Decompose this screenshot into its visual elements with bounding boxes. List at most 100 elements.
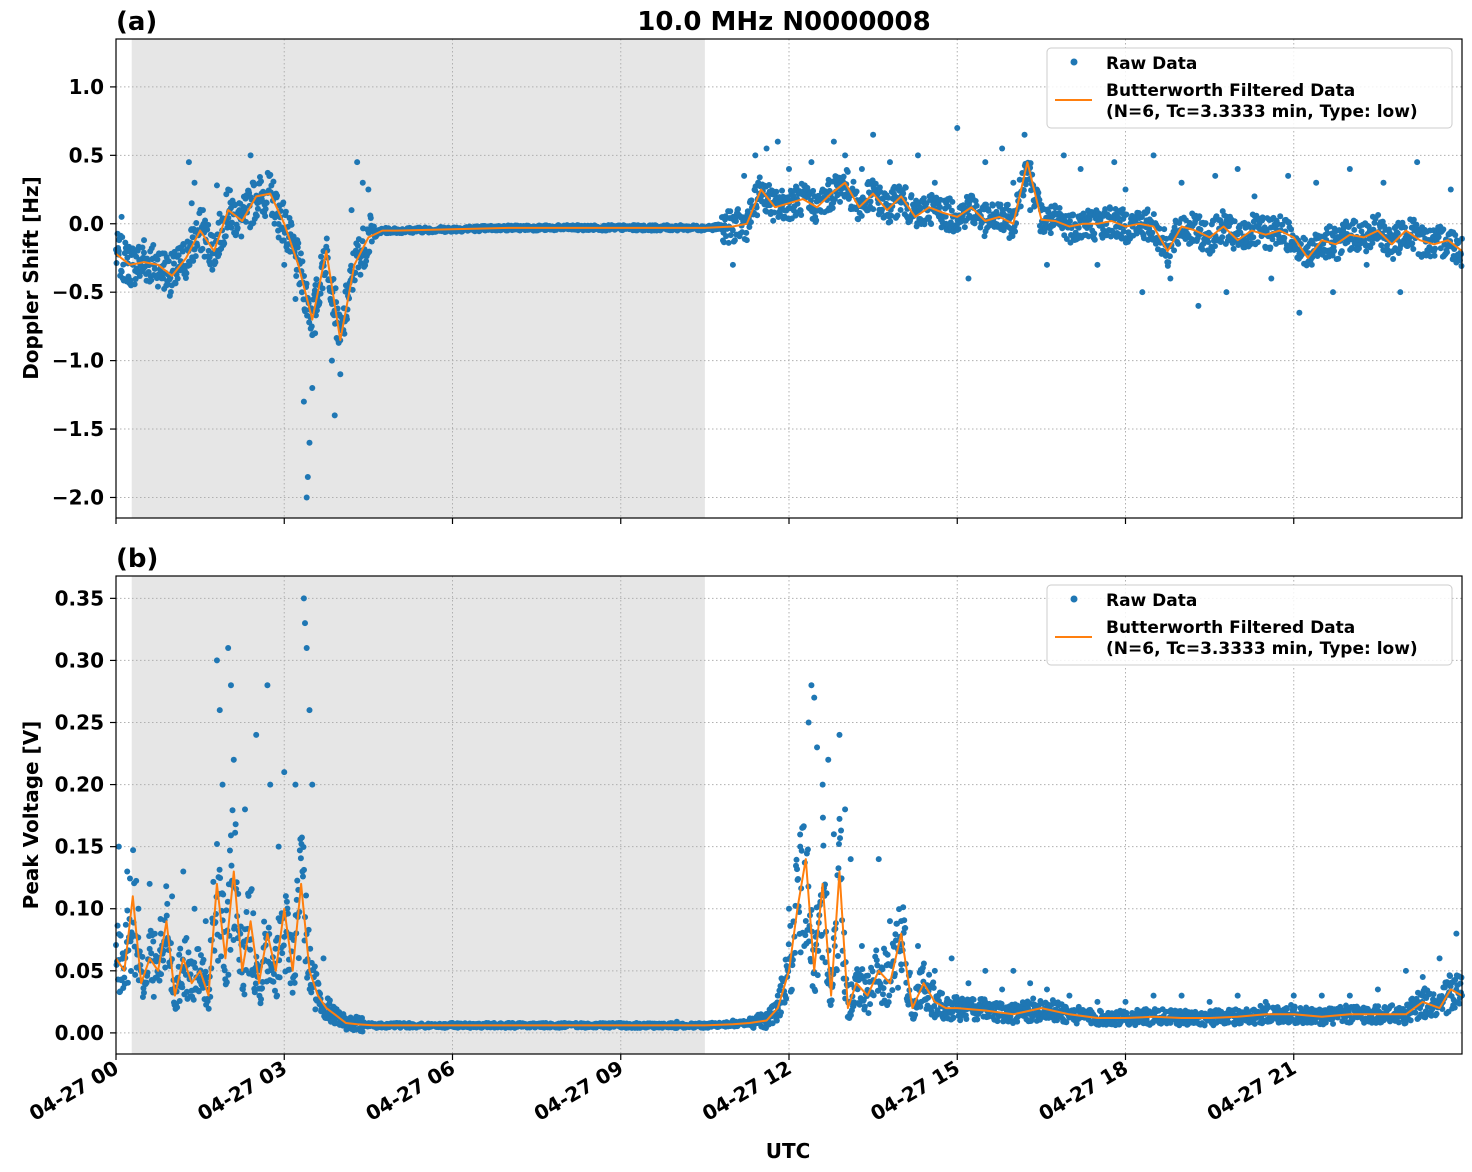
- raw-point: [163, 912, 170, 919]
- raw-point: [317, 290, 324, 297]
- raw-point: [1223, 289, 1230, 296]
- raw-point: [205, 1005, 212, 1012]
- raw-point: [748, 197, 755, 204]
- raw-point: [1122, 186, 1129, 193]
- raw-point: [1066, 218, 1073, 225]
- raw-point: [989, 202, 996, 209]
- raw-point: [202, 968, 209, 975]
- raw-point: [250, 910, 257, 917]
- raw-point: [243, 909, 250, 916]
- raw-point: [1414, 159, 1421, 166]
- raw-point: [776, 211, 783, 218]
- raw-point: [139, 953, 146, 960]
- raw-point: [348, 207, 355, 214]
- raw-point: [238, 233, 245, 240]
- raw-point: [734, 206, 741, 213]
- raw-point: [1440, 226, 1447, 233]
- raw-point: [311, 287, 318, 294]
- raw-point: [183, 270, 190, 277]
- raw-point: [810, 187, 817, 194]
- raw-point: [920, 195, 927, 202]
- raw-point: [370, 223, 377, 230]
- raw-point: [1267, 244, 1274, 251]
- raw-point: [209, 266, 216, 273]
- raw-point: [812, 988, 819, 995]
- raw-point: [963, 1016, 970, 1023]
- raw-point: [1010, 179, 1017, 186]
- raw-point: [191, 959, 198, 966]
- raw-point: [867, 1001, 874, 1008]
- raw-point: [276, 974, 283, 981]
- raw-point: [870, 992, 877, 999]
- raw-point: [961, 224, 968, 231]
- raw-point: [131, 281, 138, 288]
- raw-point: [241, 991, 248, 998]
- raw-point: [942, 213, 949, 220]
- raw-point: [165, 258, 172, 265]
- raw-point: [912, 1011, 919, 1018]
- raw-point: [1410, 245, 1417, 252]
- raw-point: [1250, 234, 1257, 241]
- raw-point: [886, 992, 893, 999]
- raw-point: [729, 227, 736, 234]
- raw-point: [723, 233, 730, 240]
- legend-filtered-label-a: Butterworth Filtered Data: [1106, 81, 1355, 101]
- raw-point: [1330, 289, 1337, 296]
- raw-point: [190, 996, 197, 1003]
- y-tick-label: −1.0: [52, 349, 104, 373]
- raw-point: [1035, 189, 1042, 196]
- raw-point: [746, 223, 753, 230]
- raw-point: [920, 960, 927, 967]
- raw-point: [294, 877, 301, 884]
- raw-point: [351, 277, 358, 284]
- raw-point: [1390, 256, 1397, 263]
- raw-point: [288, 221, 295, 228]
- figure-title: 10.0 MHz N0000008: [637, 7, 930, 37]
- raw-point: [727, 232, 734, 239]
- raw-point: [1091, 230, 1098, 237]
- raw-point: [332, 285, 339, 292]
- raw-point: [808, 159, 815, 166]
- raw-point: [232, 829, 239, 836]
- raw-point: [150, 938, 157, 945]
- raw-point: [281, 261, 288, 268]
- raw-point: [1346, 166, 1353, 173]
- raw-point: [744, 208, 751, 215]
- raw-point: [348, 262, 355, 269]
- raw-point: [172, 280, 179, 287]
- raw-series-a: [113, 124, 1465, 501]
- raw-point: [1195, 302, 1202, 309]
- raw-point: [785, 941, 792, 948]
- raw-point: [262, 206, 269, 213]
- raw-point: [1296, 309, 1303, 316]
- raw-point: [200, 956, 207, 963]
- raw-point: [298, 834, 305, 841]
- raw-point: [210, 878, 217, 885]
- raw-point: [186, 262, 193, 269]
- raw-point: [731, 237, 738, 244]
- legend-filtered-params-a: (N=6, Tc=3.3333 min, Type: low): [1106, 102, 1418, 122]
- raw-point: [950, 1014, 957, 1021]
- y-axis-label-a: Doppler Shift [Hz]: [19, 176, 43, 380]
- raw-point: [367, 214, 374, 221]
- raw-point: [212, 259, 219, 266]
- raw-point: [117, 932, 124, 939]
- raw-point: [1150, 152, 1157, 159]
- y-tick-label: −1.5: [52, 417, 104, 441]
- shaded-interval-b: [131, 576, 705, 1054]
- raw-point: [194, 242, 201, 249]
- raw-point: [132, 276, 139, 283]
- raw-point: [861, 1003, 868, 1010]
- raw-point: [943, 220, 950, 227]
- raw-point: [813, 217, 820, 224]
- raw-point: [1409, 240, 1416, 247]
- raw-point: [819, 814, 826, 821]
- raw-point: [176, 997, 183, 1004]
- raw-point: [1402, 224, 1409, 231]
- raw-point: [357, 271, 364, 278]
- raw-point: [297, 855, 304, 862]
- raw-point: [139, 244, 146, 251]
- raw-point: [820, 842, 827, 849]
- raw-point: [143, 979, 150, 986]
- raw-point: [280, 199, 287, 206]
